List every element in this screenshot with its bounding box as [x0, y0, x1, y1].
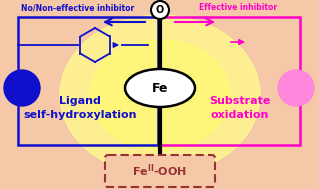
Text: Fe: Fe	[152, 81, 168, 94]
Ellipse shape	[60, 15, 260, 175]
Text: Substrate
oxidation: Substrate oxidation	[209, 96, 271, 120]
Text: Ligand
self-hydroxylation: Ligand self-hydroxylation	[23, 96, 137, 120]
Ellipse shape	[90, 40, 230, 150]
Circle shape	[4, 70, 40, 106]
Ellipse shape	[125, 69, 195, 107]
Circle shape	[278, 70, 314, 106]
Text: O: O	[156, 5, 164, 15]
Text: Effective inhibitor: Effective inhibitor	[199, 4, 277, 12]
FancyBboxPatch shape	[105, 155, 215, 187]
Bar	[160, 17, 300, 145]
Text: No/Non-effective inhibitor: No/Non-effective inhibitor	[21, 4, 135, 12]
Bar	[18, 17, 158, 145]
Text: Fe$^{\mathbf{II}}$-OOH: Fe$^{\mathbf{II}}$-OOH	[132, 163, 188, 179]
Circle shape	[151, 1, 169, 19]
